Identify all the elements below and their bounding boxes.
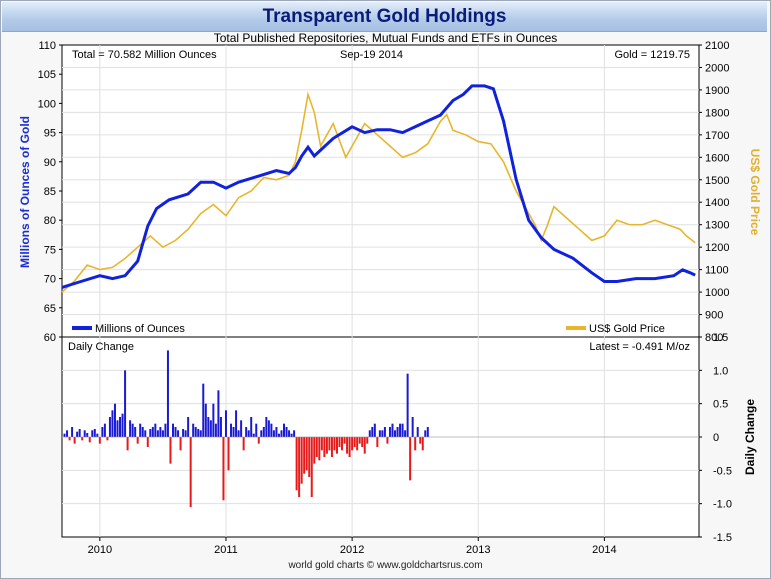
tick-label-right: 800: [705, 332, 723, 344]
tick-label-lower: -0.5: [713, 465, 732, 477]
tick-label-left: 110: [38, 40, 56, 52]
tick-label-left: 85: [44, 186, 56, 198]
upper-plot-area: [61, 44, 700, 338]
series-line-gold-price: [61, 91, 696, 293]
tick-label-right: 1200: [705, 242, 729, 254]
tick-label-right: 1300: [705, 220, 729, 232]
tick-label-right: 1800: [705, 107, 729, 119]
daily-change-panel-label: Daily Change: [68, 341, 134, 353]
line-series: [61, 84, 696, 293]
tick-label-x: 2013: [466, 544, 490, 556]
tick-label-left: 75: [44, 244, 56, 256]
tick-label-left: 65: [44, 303, 56, 315]
right-axis-ticks: 800 900 1000 1100 1200 1300 1400 1500 1600 1700 18…: [699, 40, 729, 344]
tick-label-left: 95: [44, 128, 56, 140]
tick-label-left: 80: [44, 215, 56, 227]
daily-change-bars: [62, 350, 699, 507]
tick-label-right: 900: [705, 310, 723, 322]
tick-label-lower: 1.0: [713, 365, 728, 377]
tick-label-lower: -1.5: [713, 532, 732, 544]
tick-label-left: 105: [38, 69, 56, 81]
tick-label-left: 70: [44, 274, 56, 286]
tick-label-right: 2000: [705, 62, 729, 74]
date-readout: Sep-19 2014: [340, 49, 403, 61]
tick-label-right: 1400: [705, 197, 729, 209]
tick-label-x: 2011: [214, 544, 238, 556]
tick-label-right: 1100: [705, 265, 729, 277]
left-axis-title: Millions of Ounces of Gold: [18, 116, 32, 268]
tick-label-left: 60: [44, 332, 56, 344]
right-axis-title: US$ Gold Price: [748, 149, 762, 236]
tick-label-right: 1000: [705, 287, 729, 299]
tick-label-lower: 0: [713, 432, 719, 444]
tick-label-lower: -1.0: [713, 499, 732, 511]
tick-label-lower: 0.5: [713, 399, 728, 411]
left-axis-ticks: 60 65 70 75 80 85 90 95 100 105 110: [38, 40, 62, 344]
chart-subtitle: Total Published Repositories, Mutual Fun…: [213, 31, 558, 45]
latest-readout: Latest = -0.491 M/oz: [589, 341, 690, 353]
tick-label-right: 1600: [705, 152, 729, 164]
chart-title: Transparent Gold Holdings: [262, 6, 507, 27]
tick-label-lower: 1.5: [713, 332, 728, 344]
footer-credit: world gold charts © www.goldchartsrus.co…: [288, 560, 483, 571]
tick-label-right: 1700: [705, 130, 729, 142]
upper-gridlines: [62, 45, 699, 337]
lower-axis-ticks: -1.5 -1.0 -0.5 0 0.5 1.0 1.5: [699, 332, 732, 544]
gold-readout: Gold = 1219.75: [614, 49, 690, 61]
tick-label-x: 2014: [592, 544, 616, 556]
tick-label-right: 1500: [705, 175, 729, 187]
x-axis-ticks: 2010 2011 2012 2013 2014: [88, 537, 617, 556]
legend-price-label: US$ Gold Price: [589, 323, 665, 335]
tick-label-left: 100: [38, 98, 56, 110]
title-bar: Transparent Gold Holdings: [2, 2, 767, 32]
tick-label-left: 90: [44, 157, 56, 169]
series-line-holdings: [61, 84, 696, 289]
tick-label-x: 2012: [340, 544, 364, 556]
total-readout: Total = 70.582 Million Ounces: [72, 49, 217, 61]
tick-label-right: 2100: [705, 40, 729, 52]
tick-label-right: 1900: [705, 85, 729, 97]
tick-label-x: 2010: [88, 544, 112, 556]
lower-axis-title: Daily Change: [743, 399, 757, 475]
legend-holdings-label: Millions of Ounces: [95, 323, 185, 335]
